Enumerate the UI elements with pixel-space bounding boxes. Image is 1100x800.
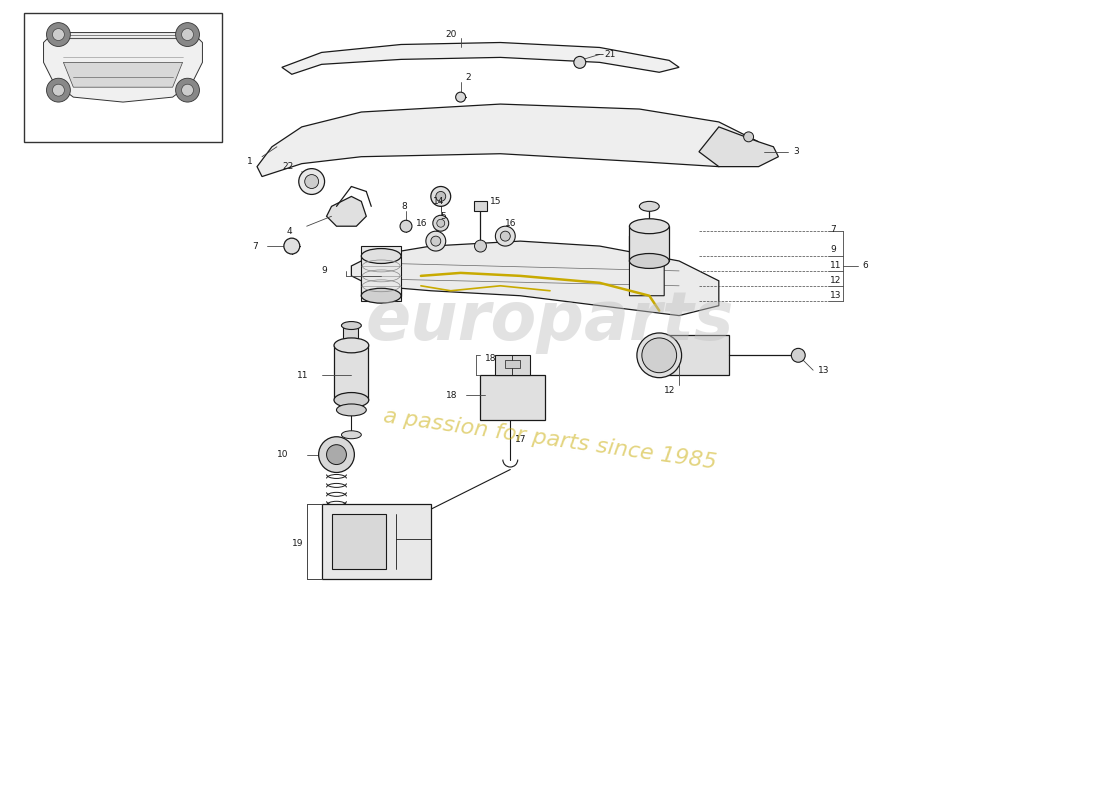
Bar — [495, 355, 530, 375]
Ellipse shape — [341, 430, 361, 438]
Ellipse shape — [637, 333, 682, 378]
Text: 11: 11 — [830, 262, 842, 270]
Circle shape — [495, 226, 515, 246]
Polygon shape — [44, 33, 202, 102]
Bar — [331, 514, 386, 569]
Circle shape — [46, 78, 70, 102]
Text: 1: 1 — [248, 157, 253, 166]
Bar — [629, 226, 669, 261]
Text: 2: 2 — [465, 73, 471, 82]
Circle shape — [53, 84, 65, 96]
Text: 10: 10 — [277, 450, 288, 459]
Bar — [321, 504, 431, 578]
Text: 12: 12 — [830, 276, 842, 286]
Text: —: — — [595, 50, 604, 59]
Circle shape — [299, 169, 324, 194]
Circle shape — [182, 29, 194, 41]
Ellipse shape — [639, 202, 659, 211]
Circle shape — [305, 174, 319, 189]
Bar — [361, 256, 402, 296]
Circle shape — [474, 240, 486, 252]
Ellipse shape — [334, 338, 368, 353]
Circle shape — [284, 238, 299, 254]
Text: 7: 7 — [252, 242, 257, 250]
Text: europarts: europarts — [366, 287, 734, 354]
Text: a passion for parts since 1985: a passion for parts since 1985 — [382, 406, 718, 473]
Polygon shape — [629, 236, 664, 296]
Ellipse shape — [334, 393, 368, 407]
Text: 18: 18 — [446, 390, 458, 399]
Circle shape — [53, 29, 65, 41]
Circle shape — [436, 191, 446, 202]
Polygon shape — [257, 104, 759, 177]
Ellipse shape — [341, 322, 361, 330]
Circle shape — [46, 22, 70, 46]
Circle shape — [431, 186, 451, 206]
Circle shape — [176, 78, 199, 102]
Ellipse shape — [337, 404, 366, 416]
Text: 16: 16 — [505, 218, 517, 228]
Ellipse shape — [361, 288, 402, 303]
Circle shape — [744, 132, 754, 142]
Circle shape — [500, 231, 510, 241]
Bar — [505, 360, 520, 368]
Bar — [659, 335, 728, 375]
Text: 13: 13 — [830, 291, 842, 300]
Polygon shape — [282, 42, 679, 74]
Bar — [343, 326, 359, 346]
Text: 21: 21 — [605, 50, 616, 59]
Text: 5: 5 — [441, 212, 447, 221]
Text: 6: 6 — [862, 262, 869, 270]
Ellipse shape — [642, 338, 676, 373]
Bar — [333, 346, 369, 400]
Polygon shape — [698, 127, 779, 166]
Circle shape — [319, 437, 354, 473]
Circle shape — [791, 348, 805, 362]
Text: 17: 17 — [515, 435, 527, 444]
Text: 18: 18 — [485, 354, 497, 362]
Bar — [481, 375, 544, 420]
Text: 22: 22 — [282, 162, 293, 171]
Bar — [24, 13, 222, 142]
Circle shape — [432, 215, 449, 231]
Circle shape — [574, 57, 585, 68]
Bar — [473, 202, 487, 211]
Circle shape — [437, 219, 444, 227]
Text: 13: 13 — [818, 366, 829, 374]
Text: 14: 14 — [432, 197, 444, 206]
Text: 16: 16 — [416, 218, 428, 228]
Ellipse shape — [629, 218, 669, 234]
Circle shape — [176, 22, 199, 46]
Polygon shape — [64, 62, 183, 87]
Circle shape — [327, 445, 346, 465]
Polygon shape — [351, 241, 718, 315]
Circle shape — [431, 236, 441, 246]
Text: 9: 9 — [830, 245, 836, 254]
Text: 11: 11 — [297, 370, 308, 380]
Text: 20: 20 — [446, 30, 458, 39]
Circle shape — [400, 220, 412, 232]
Ellipse shape — [629, 254, 669, 269]
Text: 19: 19 — [292, 539, 304, 549]
Circle shape — [426, 231, 446, 251]
Polygon shape — [327, 197, 366, 226]
Circle shape — [182, 84, 194, 96]
Text: 8: 8 — [402, 202, 407, 211]
Text: 9: 9 — [321, 266, 328, 275]
Text: 15: 15 — [491, 197, 502, 206]
Text: 12: 12 — [664, 386, 675, 394]
Text: 3: 3 — [793, 147, 799, 156]
Text: 4: 4 — [287, 226, 293, 236]
Polygon shape — [361, 246, 402, 301]
Text: 7: 7 — [830, 225, 836, 234]
Circle shape — [455, 92, 465, 102]
Ellipse shape — [361, 249, 402, 263]
